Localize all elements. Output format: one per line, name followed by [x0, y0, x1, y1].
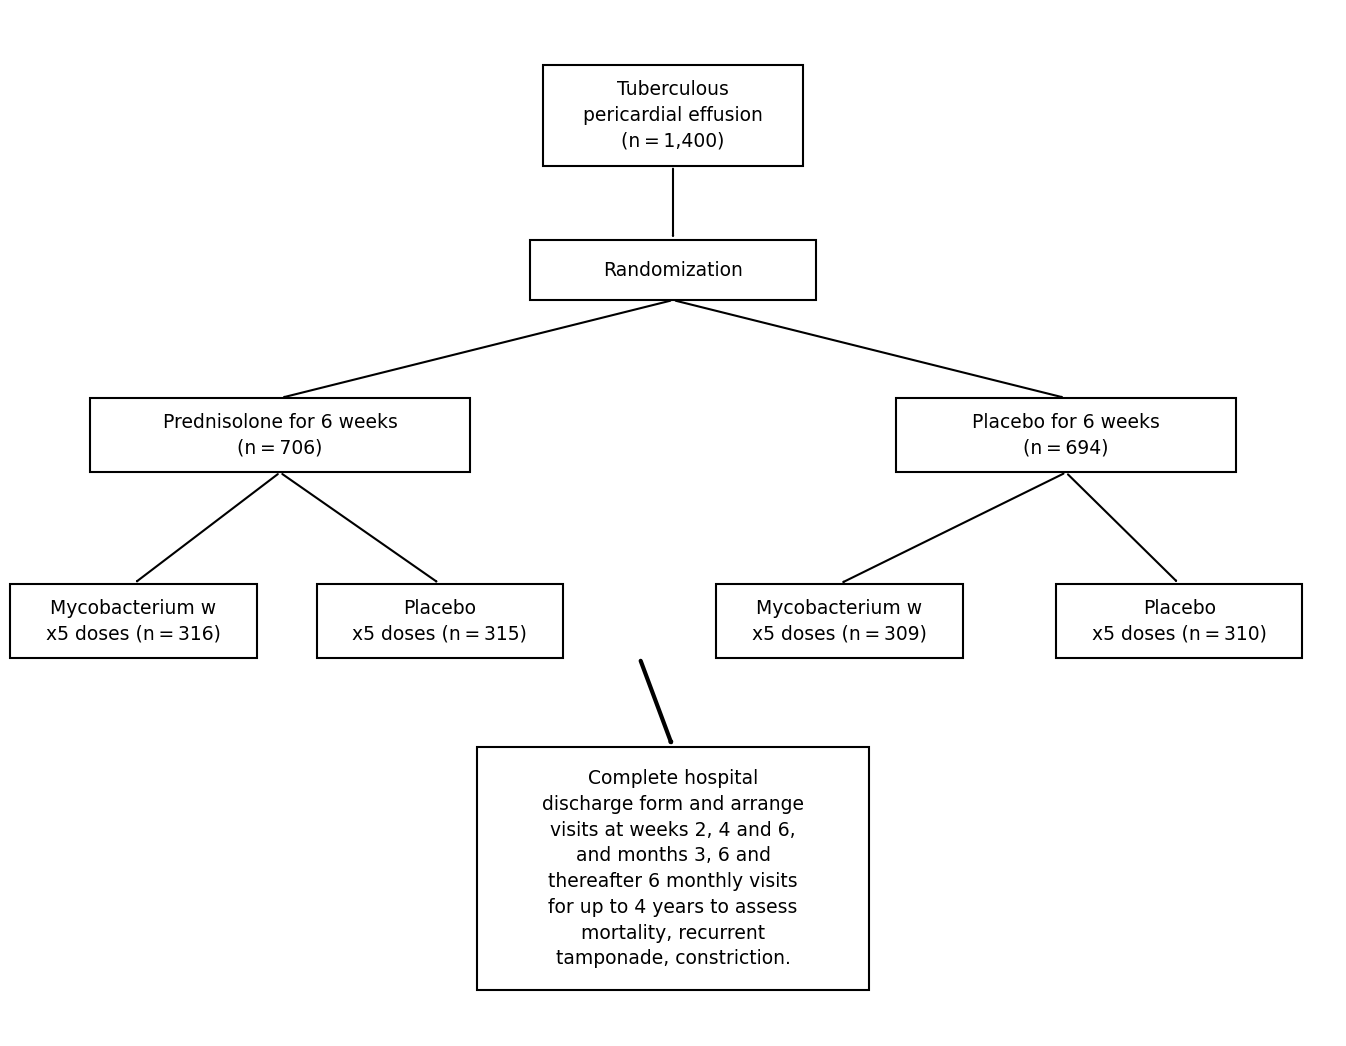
Text: Randomization: Randomization	[603, 260, 743, 279]
Text: Tuberculous
pericardial effusion
(n = 1,400): Tuberculous pericardial effusion (n = 1,…	[583, 81, 763, 151]
FancyBboxPatch shape	[316, 584, 563, 658]
Text: Placebo for 6 weeks
(n = 694): Placebo for 6 weeks (n = 694)	[972, 413, 1160, 458]
FancyBboxPatch shape	[896, 399, 1236, 473]
FancyBboxPatch shape	[544, 65, 802, 166]
FancyBboxPatch shape	[11, 584, 257, 658]
Text: Placebo
x5 doses (n = 315): Placebo x5 doses (n = 315)	[353, 598, 528, 643]
FancyBboxPatch shape	[90, 399, 470, 473]
FancyBboxPatch shape	[476, 748, 870, 990]
Text: Placebo
x5 doses (n = 310): Placebo x5 doses (n = 310)	[1092, 598, 1267, 643]
Text: Complete hospital
discharge form and arrange
visits at weeks 2, 4 and 6,
and mon: Complete hospital discharge form and arr…	[542, 769, 804, 969]
FancyBboxPatch shape	[716, 584, 962, 658]
Text: Prednisolone for 6 weeks
(n = 706): Prednisolone for 6 weeks (n = 706)	[163, 413, 397, 458]
Text: Mycobacterium w
x5 doses (n = 309): Mycobacterium w x5 doses (n = 309)	[752, 598, 927, 643]
FancyBboxPatch shape	[1057, 584, 1303, 658]
FancyBboxPatch shape	[530, 241, 816, 300]
Text: Mycobacterium w
x5 doses (n = 316): Mycobacterium w x5 doses (n = 316)	[46, 598, 221, 643]
